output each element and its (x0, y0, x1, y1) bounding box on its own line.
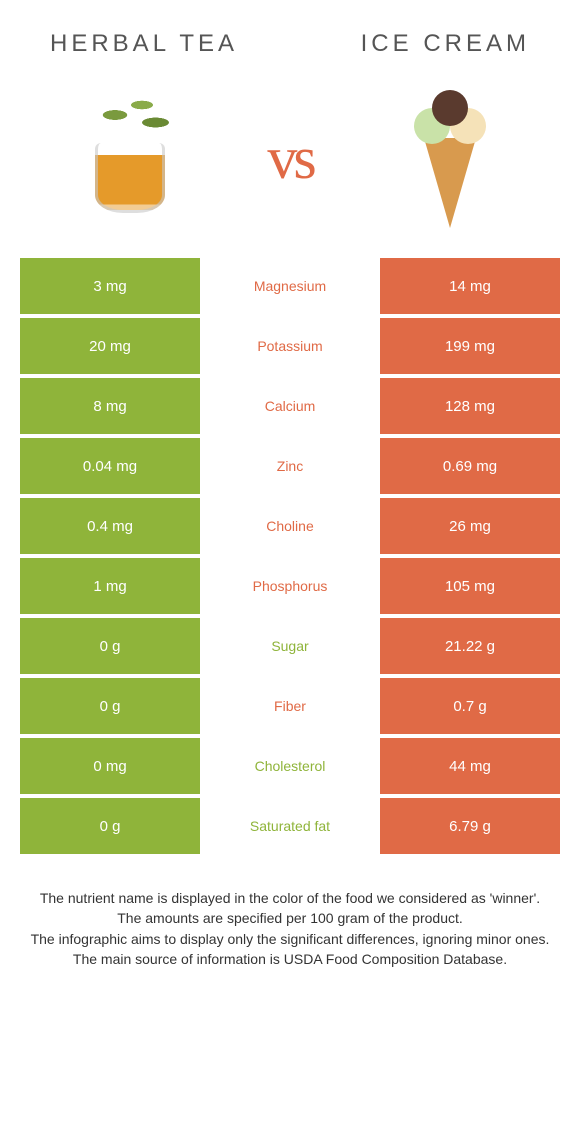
nutrient-label: Saturated fat (200, 798, 380, 854)
nutrient-label: Zinc (200, 438, 380, 494)
nutrient-row: 0.04 mgZinc0.69 mg (20, 438, 560, 494)
nutrient-row: 0 gSaturated fat6.79 g (20, 798, 560, 854)
nutrient-row: 0 gSugar21.22 g (20, 618, 560, 674)
nutrient-row: 0 gFiber0.7 g (20, 678, 560, 734)
right-value: 0.7 g (380, 678, 560, 734)
nutrient-row: 8 mgCalcium128 mg (20, 378, 560, 434)
herbal-tea-icon (60, 88, 200, 228)
nutrient-label: Calcium (200, 378, 380, 434)
nutrient-label: Fiber (200, 678, 380, 734)
ice-cream-icon (380, 88, 520, 228)
footer-notes: The nutrient name is displayed in the co… (0, 858, 580, 969)
nutrient-label: Phosphorus (200, 558, 380, 614)
left-value: 0.04 mg (20, 438, 200, 494)
left-value: 1 mg (20, 558, 200, 614)
left-value: 0.4 mg (20, 498, 200, 554)
header: Herbal tea Ice cream (0, 0, 580, 68)
right-value: 14 mg (380, 258, 560, 314)
footer-line: The main source of information is USDA F… (30, 949, 550, 969)
right-value: 6.79 g (380, 798, 560, 854)
left-food-title: Herbal tea (50, 30, 238, 58)
footer-line: The infographic aims to display only the… (30, 929, 550, 949)
nutrient-row: 1 mgPhosphorus105 mg (20, 558, 560, 614)
right-value: 21.22 g (380, 618, 560, 674)
nutrient-row: 0.4 mgCholine26 mg (20, 498, 560, 554)
nutrient-label: Magnesium (200, 258, 380, 314)
nutrient-label: Choline (200, 498, 380, 554)
footer-line: The amounts are specified per 100 gram o… (30, 908, 550, 928)
nutrient-table: 3 mgMagnesium14 mg20 mgPotassium199 mg8 … (0, 258, 580, 854)
left-value: 0 g (20, 798, 200, 854)
nutrient-row: 3 mgMagnesium14 mg (20, 258, 560, 314)
nutrient-label: Sugar (200, 618, 380, 674)
right-food-title: Ice cream (361, 30, 530, 58)
left-value: 20 mg (20, 318, 200, 374)
image-row: vs (0, 68, 580, 258)
left-value: 8 mg (20, 378, 200, 434)
left-value: 0 mg (20, 738, 200, 794)
vs-label: vs (267, 124, 312, 193)
right-value: 128 mg (380, 378, 560, 434)
right-value: 26 mg (380, 498, 560, 554)
right-value: 44 mg (380, 738, 560, 794)
nutrient-row: 20 mgPotassium199 mg (20, 318, 560, 374)
left-value: 3 mg (20, 258, 200, 314)
nutrient-label: Cholesterol (200, 738, 380, 794)
left-value: 0 g (20, 618, 200, 674)
nutrient-row: 0 mgCholesterol44 mg (20, 738, 560, 794)
right-value: 105 mg (380, 558, 560, 614)
right-value: 199 mg (380, 318, 560, 374)
footer-line: The nutrient name is displayed in the co… (30, 888, 550, 908)
right-value: 0.69 mg (380, 438, 560, 494)
nutrient-label: Potassium (200, 318, 380, 374)
left-value: 0 g (20, 678, 200, 734)
